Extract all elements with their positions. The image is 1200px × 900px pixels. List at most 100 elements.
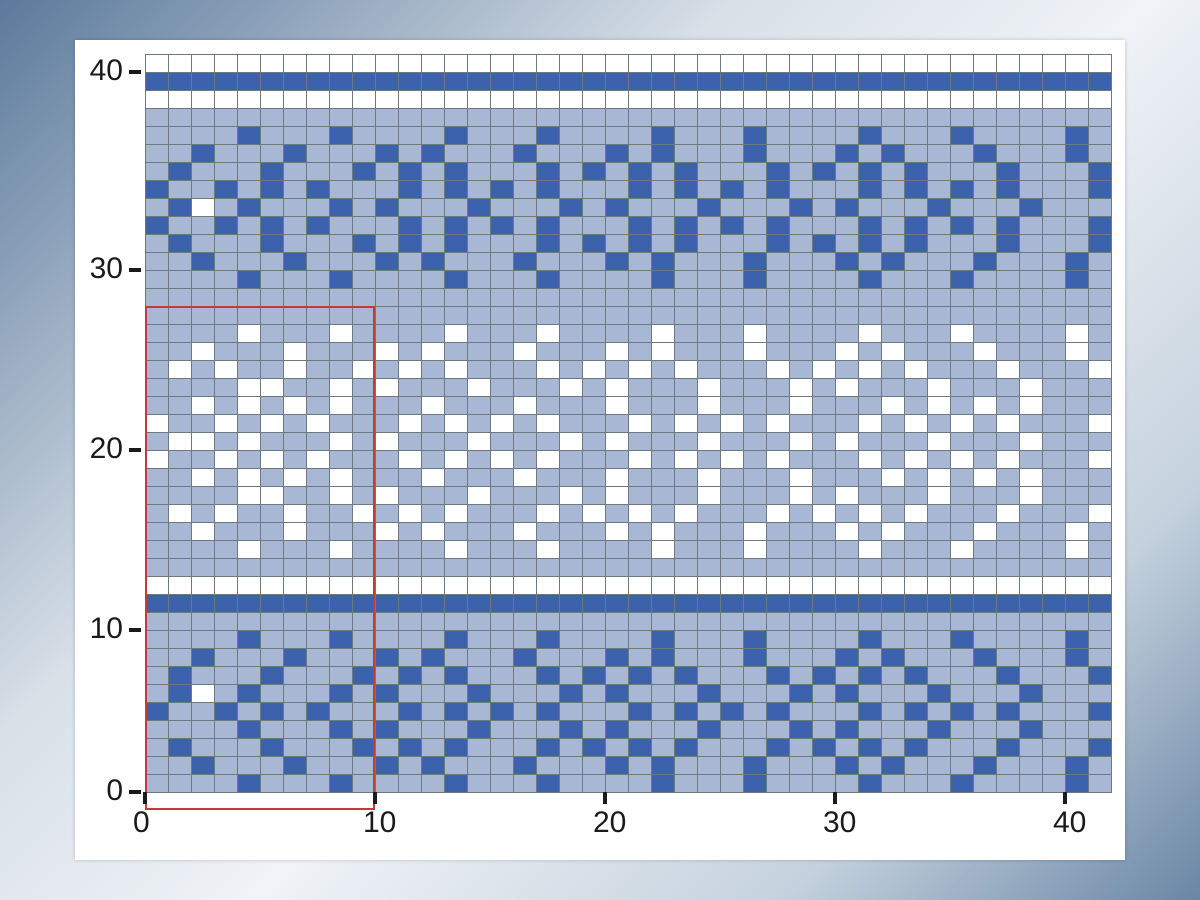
grid-cell — [629, 631, 652, 649]
grid-cell — [560, 361, 583, 379]
grid-cell — [261, 541, 284, 559]
grid-cell — [376, 289, 399, 307]
grid-cell — [238, 343, 261, 361]
grid-cell — [399, 109, 422, 127]
grid-cell — [146, 505, 169, 523]
grid-cell — [422, 721, 445, 739]
grid-cell — [882, 469, 905, 487]
grid-cell — [238, 631, 261, 649]
grid-cell — [859, 667, 882, 685]
grid-cell — [744, 217, 767, 235]
grid-cell — [951, 721, 974, 739]
grid-cell — [146, 307, 169, 325]
grid-cell — [1066, 181, 1089, 199]
grid-cell — [767, 235, 790, 253]
grid-cell — [675, 541, 698, 559]
grid-cell — [698, 685, 721, 703]
grid-cell — [514, 145, 537, 163]
grid-row — [146, 487, 1112, 505]
grid-cell — [491, 253, 514, 271]
grid-cell — [721, 127, 744, 145]
grid-cell — [445, 325, 468, 343]
grid-cell — [491, 685, 514, 703]
grid-cell — [560, 415, 583, 433]
grid-cell — [537, 73, 560, 91]
grid-cell — [192, 307, 215, 325]
grid-cell — [215, 343, 238, 361]
grid-cell — [790, 505, 813, 523]
grid-cell — [238, 649, 261, 667]
grid-cell — [606, 541, 629, 559]
grid-cell — [307, 199, 330, 217]
grid-cell — [284, 73, 307, 91]
grid-cell — [813, 253, 836, 271]
grid-cell — [445, 109, 468, 127]
x-axis-tick — [603, 792, 607, 804]
grid-row — [146, 397, 1112, 415]
grid-cell — [284, 739, 307, 757]
grid-cell — [514, 127, 537, 145]
grid-cell — [698, 55, 721, 73]
grid-cell — [514, 217, 537, 235]
grid-cell — [376, 577, 399, 595]
grid-cell — [353, 289, 376, 307]
grid-cell — [422, 271, 445, 289]
grid-cell — [1020, 127, 1043, 145]
grid-cell — [307, 343, 330, 361]
grid-cell — [698, 487, 721, 505]
grid-cell — [491, 361, 514, 379]
grid-cell — [836, 127, 859, 145]
grid-cell — [537, 253, 560, 271]
grid-cell — [1066, 685, 1089, 703]
grid-cell — [238, 559, 261, 577]
grid-cell — [169, 289, 192, 307]
grid-cell — [997, 595, 1020, 613]
x-axis-tick — [373, 792, 377, 804]
grid-cell — [376, 595, 399, 613]
grid-cell — [468, 613, 491, 631]
grid-cell — [974, 739, 997, 757]
grid-cell — [330, 253, 353, 271]
grid-cell — [583, 127, 606, 145]
grid-cell — [583, 181, 606, 199]
grid-cell — [928, 487, 951, 505]
grid-cell — [813, 343, 836, 361]
grid-cell — [951, 271, 974, 289]
grid-cell — [721, 487, 744, 505]
grid-cell — [744, 253, 767, 271]
grid-cell — [1066, 541, 1089, 559]
grid-cell — [836, 595, 859, 613]
grid-cell — [537, 199, 560, 217]
grid-cell — [583, 73, 606, 91]
grid-cell — [422, 361, 445, 379]
grid-cell — [169, 217, 192, 235]
grid-cell — [698, 505, 721, 523]
grid-cell — [261, 415, 284, 433]
grid-cell — [169, 703, 192, 721]
grid-cell — [376, 631, 399, 649]
grid-cell — [560, 577, 583, 595]
grid-cell — [491, 55, 514, 73]
grid-cell — [905, 433, 928, 451]
grid-cell — [192, 397, 215, 415]
x-axis-label: 10 — [363, 806, 396, 840]
grid-cell — [284, 109, 307, 127]
grid-cell — [1089, 559, 1112, 577]
grid-cell — [491, 325, 514, 343]
grid-cell — [1020, 775, 1043, 793]
grid-cell — [261, 703, 284, 721]
grid-cell — [606, 199, 629, 217]
grid-cell — [790, 703, 813, 721]
grid-cell — [629, 721, 652, 739]
grid-cell — [997, 613, 1020, 631]
grid-cell — [284, 613, 307, 631]
grid-cell — [1020, 91, 1043, 109]
grid-cell — [836, 649, 859, 667]
grid-cell — [261, 649, 284, 667]
grid-cell — [882, 757, 905, 775]
grid-cell — [951, 739, 974, 757]
grid-cell — [767, 253, 790, 271]
grid-cell — [767, 343, 790, 361]
grid-cell — [238, 163, 261, 181]
grid-cell — [215, 505, 238, 523]
